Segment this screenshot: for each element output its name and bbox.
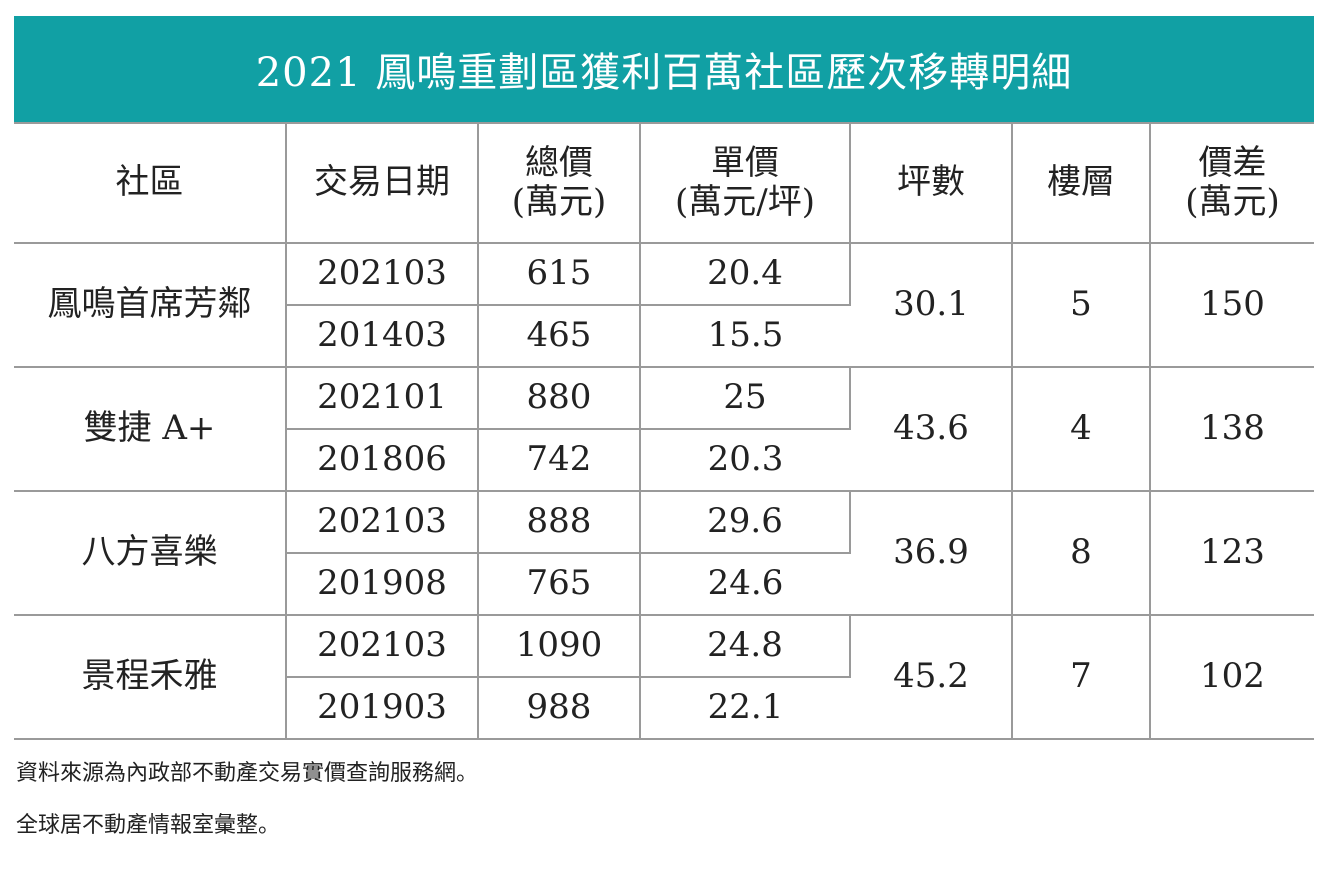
- total-price-cell: 742: [478, 429, 641, 492]
- date-cell: 201908: [286, 553, 479, 616]
- total-price-cell: 988: [478, 677, 641, 740]
- date-cell: 202101: [286, 366, 479, 430]
- floor-cell: 5: [1012, 242, 1151, 368]
- price-diff-cell: 102: [1150, 614, 1314, 740]
- table-body: 鳳鳴首席芳鄰 202103 615 20.4 30.1 5 150 201403 465 15.5…: [14, 242, 1314, 740]
- floor-cell: 7: [1012, 614, 1151, 740]
- header-row: 社區 交易日期 總價 (萬元) 單價 (萬元/坪) 坪數 樓層 價差 (萬元): [14, 122, 1314, 244]
- date-cell: 202103: [286, 490, 479, 554]
- table-row: 201903 988 22.1: [14, 677, 1314, 740]
- unit-price-cell: 15.5: [640, 305, 850, 368]
- column-header-line: 單價: [711, 142, 779, 183]
- total-price-cell: 1090: [478, 614, 641, 678]
- table-row: 201403 465 15.5: [14, 305, 1314, 368]
- floor-cell: 8: [1012, 490, 1151, 616]
- table-row: 八方喜樂 202103 888 29.6 36.9 8 123: [14, 490, 1314, 616]
- date-cell: 202103: [286, 242, 479, 306]
- column-header-total-price: 總價 (萬元): [478, 122, 641, 244]
- table-header: 社區 交易日期 總價 (萬元) 單價 (萬元/坪) 坪數 樓層 價差 (萬元): [14, 122, 1314, 244]
- price-diff-cell: 138: [1150, 366, 1314, 492]
- date-cell: 201903: [286, 677, 479, 740]
- column-header-line: 坪數: [897, 162, 965, 203]
- column-header-floor: 樓層: [1012, 122, 1151, 244]
- total-price-cell: 888: [478, 490, 641, 554]
- ping-cell: 36.9: [850, 490, 1013, 616]
- price-diff-cell: 123: [1150, 490, 1314, 616]
- community-name-cell: 八方喜樂: [14, 490, 287, 616]
- column-header-community: 社區: [14, 122, 287, 244]
- table-row: 201806 742 20.3: [14, 429, 1314, 492]
- table-title: 2021 鳳鳴重劃區獲利百萬社區歷次移轉明細: [255, 50, 1073, 96]
- column-header-line: 社區: [115, 162, 184, 203]
- column-header-line: (萬元): [511, 182, 607, 222]
- table-row: 景程禾雅 202103 1090 24.8 45.2 7 102: [14, 614, 1314, 740]
- footnote-compiler: 全球居不動產情報室彙整。: [16, 813, 281, 838]
- price-diff-cell: 150: [1150, 242, 1314, 368]
- column-header-line: 價差: [1198, 142, 1267, 183]
- table-title-bar: 2021 鳳鳴重劃區獲利百萬社區歷次移轉明細: [14, 16, 1314, 122]
- unit-price-cell: 25: [640, 366, 851, 430]
- footnotes: 資料來源為內政部不動產交易實價查詢服務網。 全球居不動產情報室彙整。: [16, 752, 478, 856]
- column-header-line: (萬元): [1185, 182, 1280, 222]
- total-price-cell: 880: [478, 366, 641, 430]
- floor-cell: 4: [1012, 366, 1151, 492]
- footnote-source: 資料來源為內政部不動產交易實價查詢服務網。: [16, 761, 479, 786]
- date-cell: 202103: [286, 614, 479, 678]
- unit-price-cell: 24.8: [640, 614, 851, 678]
- ping-cell: 43.6: [850, 366, 1013, 492]
- ping-cell: 30.1: [850, 242, 1013, 368]
- column-header-price-diff: 價差 (萬元): [1150, 122, 1314, 244]
- column-header-unit-price: 單價 (萬元/坪): [640, 122, 851, 244]
- community-name-cell: 景程禾雅: [14, 614, 287, 740]
- total-price-cell: 615: [478, 242, 641, 306]
- column-header-line: 交易日期: [314, 162, 450, 203]
- table-row: 雙捷 A+ 202101 880 25 43.6 4 138: [14, 366, 1314, 492]
- table-row: 201908 765 24.6: [14, 553, 1314, 616]
- column-header-line: 樓層: [1047, 162, 1115, 203]
- total-price-cell: 765: [478, 553, 641, 616]
- date-cell: 201806: [286, 429, 479, 492]
- date-cell: 201403: [286, 305, 479, 368]
- column-header-line: 總價: [525, 142, 593, 183]
- unit-price-cell: 29.6: [640, 490, 851, 554]
- column-header-ping: 坪數: [850, 122, 1013, 244]
- ping-cell: 45.2: [850, 614, 1013, 740]
- table-row: 鳳鳴首席芳鄰 202103 615 20.4 30.1 5 150: [14, 242, 1314, 368]
- column-header-line: (萬元/坪): [675, 182, 815, 222]
- transfer-detail-table: 社區 交易日期 總價 (萬元) 單價 (萬元/坪) 坪數 樓層 價差 (萬元) 鳳鳴首席芳鄰 202…: [14, 122, 1314, 740]
- unit-price-cell: 20.4: [640, 242, 851, 306]
- unit-price-cell: 24.6: [640, 553, 850, 616]
- community-name-cell: 鳳鳴首席芳鄰: [14, 242, 287, 368]
- unit-price-cell: 20.3: [640, 429, 850, 492]
- unit-price-cell: 22.1: [640, 677, 850, 740]
- column-header-date: 交易日期: [286, 122, 479, 244]
- total-price-cell: 465: [478, 305, 641, 368]
- community-name-cell: 雙捷 A+: [14, 366, 287, 492]
